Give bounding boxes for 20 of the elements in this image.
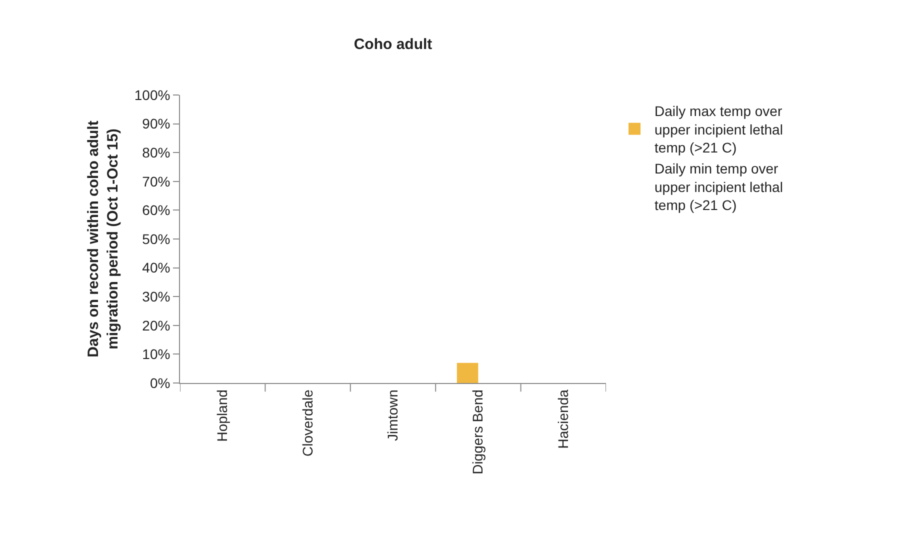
chart-title: Coho adult [354,36,432,53]
y-tick-label: 90% [142,116,170,132]
y-tick-label: 20% [142,317,170,334]
x-tick-label: Cloverdale [299,389,316,457]
y-tick-label: 80% [142,144,170,160]
y-tick-label: 60% [142,202,170,218]
x-tick-label: Diggers Bend [470,390,486,474]
x-tick-label: Hacienda [554,389,571,449]
legend-label: Daily max temp over upper incipient lethal temp (>21 C) [654,103,783,156]
x-tick-label: Jimtown [384,390,401,441]
y-tick-label: 50% [142,230,170,247]
y-tick-label: 100% [134,86,170,103]
y-tick-label: 40% [142,260,170,276]
y-tick-label: 30% [142,288,170,304]
x-tick-label: Hopland [214,390,230,442]
y-tick-label: 70% [142,173,170,190]
y-axis-title: Days on record within coho adult migration period (Oct 1-Oct 15) [85,120,122,358]
y-tick-label: 0% [150,374,170,391]
text: Daily min temp over upper incipient lethal temp (>21 C) [654,160,783,214]
y-tick-label: 10% [142,346,170,362]
